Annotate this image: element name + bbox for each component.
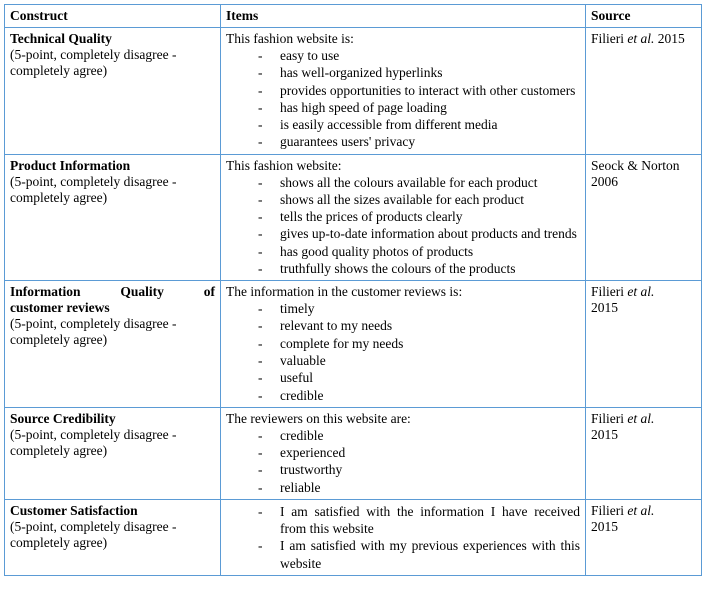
list-item: is easily accessible from different medi… bbox=[280, 116, 580, 133]
items-list: I am satisfied with the information I ha… bbox=[226, 503, 580, 572]
header-construct: Construct bbox=[5, 5, 221, 28]
table-row: Information Quality ofcustomer reviews(5… bbox=[5, 281, 702, 408]
list-item: relevant to my needs bbox=[280, 317, 580, 334]
table-body: Technical Quality(5-point, completely di… bbox=[5, 28, 702, 576]
list-item: credible bbox=[280, 427, 580, 444]
constructs-table-wrapper: Construct Items Source Technical Quality… bbox=[4, 4, 701, 576]
source-author: Seock & Norton bbox=[591, 158, 680, 173]
construct-title: Technical Quality bbox=[10, 31, 215, 47]
header-items: Items bbox=[221, 5, 586, 28]
construct-title: Customer Satisfaction bbox=[10, 503, 215, 519]
items-list: timelyrelevant to my needscomplete for m… bbox=[226, 300, 580, 404]
list-item: has high speed of page loading bbox=[280, 99, 580, 116]
source-cell: Seock & Norton2006 bbox=[586, 154, 702, 281]
table-row: Product Information(5-point, completely … bbox=[5, 154, 702, 281]
items-cell: This fashion website:shows all the colou… bbox=[221, 154, 586, 281]
table-row: Customer Satisfaction(5-point, completel… bbox=[5, 499, 702, 575]
items-cell: This fashion website is:easy to usehas w… bbox=[221, 28, 586, 155]
source-italic: et al. bbox=[627, 503, 654, 518]
construct-subtitle: (5-point, completely disagree - complete… bbox=[10, 519, 215, 551]
table-row: Technical Quality(5-point, completely di… bbox=[5, 28, 702, 155]
items-cell: The reviewers on this website are:credib… bbox=[221, 407, 586, 499]
source-author: Filieri bbox=[591, 411, 624, 426]
construct-subtitle: (5-point, completely disagree - complete… bbox=[10, 47, 215, 79]
list-item: complete for my needs bbox=[280, 335, 580, 352]
construct-cell: Technical Quality(5-point, completely di… bbox=[5, 28, 221, 155]
source-author: Filieri bbox=[591, 284, 624, 299]
list-item: has well-organized hyperlinks bbox=[280, 64, 580, 81]
list-item: gives up-to-date information about produ… bbox=[280, 225, 580, 242]
items-intro: The information in the customer reviews … bbox=[226, 284, 580, 300]
table-row: Source Credibility(5-point, completely d… bbox=[5, 407, 702, 499]
source-italic: et al. bbox=[627, 284, 654, 299]
list-item: truthfully shows the colours of the prod… bbox=[280, 260, 580, 277]
list-item: timely bbox=[280, 300, 580, 317]
source-year: 2006 bbox=[591, 174, 618, 189]
source-year: 2015 bbox=[591, 427, 618, 442]
constructs-table: Construct Items Source Technical Quality… bbox=[4, 4, 702, 576]
items-intro: This fashion website: bbox=[226, 158, 580, 174]
list-item: shows all the sizes available for each p… bbox=[280, 191, 580, 208]
construct-title: Source Credibility bbox=[10, 411, 215, 427]
list-item: provides opportunities to interact with … bbox=[280, 82, 580, 99]
source-italic: et al. bbox=[627, 31, 654, 46]
list-item: reliable bbox=[280, 479, 580, 496]
items-list: shows all the colours available for each… bbox=[226, 174, 580, 278]
items-intro: This fashion website is: bbox=[226, 31, 580, 47]
construct-subtitle: (5-point, completely disagree - complete… bbox=[10, 316, 215, 348]
items-list: easy to usehas well-organized hyperlinks… bbox=[226, 47, 580, 151]
source-year: 2015 bbox=[591, 519, 618, 534]
source-year: 2015 bbox=[658, 31, 685, 46]
items-cell: I am satisfied with the information I ha… bbox=[221, 499, 586, 575]
list-item: I am satisfied with my previous experien… bbox=[280, 537, 580, 572]
items-cell: The information in the customer reviews … bbox=[221, 281, 586, 408]
construct-cell: Customer Satisfaction(5-point, completel… bbox=[5, 499, 221, 575]
source-cell: Filieri et al. 2015 bbox=[586, 499, 702, 575]
construct-cell: Product Information(5-point, completely … bbox=[5, 154, 221, 281]
construct-subtitle: (5-point, completely disagree - complete… bbox=[10, 174, 215, 206]
list-item: guarantees users' privacy bbox=[280, 133, 580, 150]
construct-cell: Source Credibility(5-point, completely d… bbox=[5, 407, 221, 499]
source-cell: Filieri et al. 2015 bbox=[586, 407, 702, 499]
list-item: valuable bbox=[280, 352, 580, 369]
list-item: tells the prices of products clearly bbox=[280, 208, 580, 225]
list-item: useful bbox=[280, 369, 580, 386]
source-cell: Filieri et al. 2015 bbox=[586, 281, 702, 408]
source-italic: et al. bbox=[627, 411, 654, 426]
items-list: credibleexperiencedtrustworthyreliable bbox=[226, 427, 580, 496]
source-cell: Filieri et al. 2015 bbox=[586, 28, 702, 155]
source-author: Filieri bbox=[591, 503, 624, 518]
list-item: experienced bbox=[280, 444, 580, 461]
header-source: Source bbox=[586, 5, 702, 28]
construct-title: Information Quality of bbox=[10, 284, 215, 300]
items-intro: The reviewers on this website are: bbox=[226, 411, 580, 427]
list-item: shows all the colours available for each… bbox=[280, 174, 580, 191]
list-item: has good quality photos of products bbox=[280, 243, 580, 260]
table-header-row: Construct Items Source bbox=[5, 5, 702, 28]
construct-title: Product Information bbox=[10, 158, 215, 174]
list-item: easy to use bbox=[280, 47, 580, 64]
source-author: Filieri bbox=[591, 31, 624, 46]
construct-cell: Information Quality ofcustomer reviews(5… bbox=[5, 281, 221, 408]
list-item: I am satisfied with the information I ha… bbox=[280, 503, 580, 538]
construct-title: customer reviews bbox=[10, 300, 215, 316]
construct-subtitle: (5-point, completely disagree - complete… bbox=[10, 427, 215, 459]
source-year: 2015 bbox=[591, 300, 618, 315]
list-item: trustworthy bbox=[280, 461, 580, 478]
list-item: credible bbox=[280, 387, 580, 404]
